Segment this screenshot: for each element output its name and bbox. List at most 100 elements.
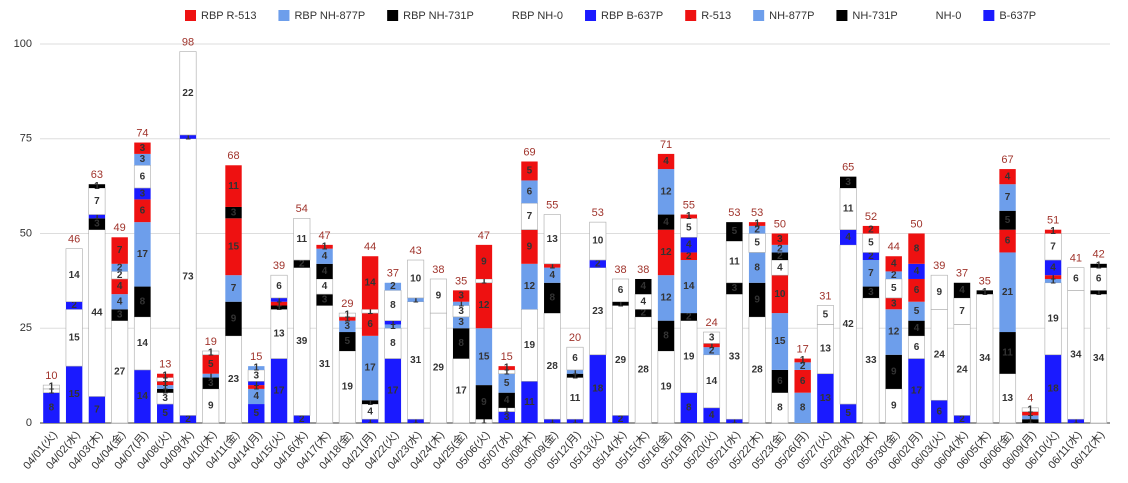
segment-label: 5 xyxy=(686,222,692,233)
segment-label: 3 xyxy=(868,287,874,298)
bar-segment xyxy=(544,419,561,423)
bar-segment xyxy=(862,260,880,287)
segment-label: 18 xyxy=(592,384,604,395)
segment-label: 1 xyxy=(1073,416,1079,427)
legend-label: NH-877P xyxy=(769,10,814,22)
bar-segment xyxy=(475,244,493,279)
total-label: 69 xyxy=(523,146,535,158)
bar-segment xyxy=(361,313,379,336)
segment-label: 13 xyxy=(547,234,559,245)
segment-label: 1 xyxy=(390,317,396,328)
bar-segment xyxy=(88,396,106,423)
total-label: 53 xyxy=(592,207,604,219)
legend-label: RBP NH-731P xyxy=(403,10,474,22)
bar-segment xyxy=(361,335,379,401)
segment-label: 6 xyxy=(1096,274,1102,285)
segment-label: 8 xyxy=(686,402,692,413)
segment-label: 15 xyxy=(228,241,240,252)
segment-label: 27 xyxy=(114,366,126,377)
segment-label: 3 xyxy=(162,393,168,404)
bar-segment xyxy=(816,305,834,325)
segment-label: 4 xyxy=(322,251,328,262)
segment-label: 12 xyxy=(524,281,536,292)
segment-label: 14 xyxy=(137,338,149,349)
bar-segment xyxy=(202,373,219,378)
bar-segment xyxy=(953,282,971,298)
segment-label: 29 xyxy=(615,355,627,366)
segment-label: 5 xyxy=(732,226,738,237)
segment-label: 7 xyxy=(94,196,100,207)
segment-label: 8 xyxy=(914,243,920,254)
total-label: 98 xyxy=(182,36,194,48)
segment-label: 1 xyxy=(1096,260,1102,271)
segment-label: 9 xyxy=(231,313,237,324)
bar-segment xyxy=(384,282,402,291)
total-label: 24 xyxy=(705,317,717,329)
bar-segment xyxy=(976,290,993,295)
segment-label: 73 xyxy=(182,272,194,283)
segment-label: 1 xyxy=(504,363,510,374)
segment-label: 3 xyxy=(140,188,146,199)
bar-segment xyxy=(202,388,220,424)
legend-label: RBP B-637P xyxy=(601,10,663,22)
segment-label: 39 xyxy=(296,336,308,347)
segment-label: 1 xyxy=(162,382,168,393)
total-label: 67 xyxy=(1001,154,1013,166)
bar-segment xyxy=(361,419,379,423)
total-label: 4 xyxy=(1027,393,1033,405)
segment-label: 1 xyxy=(367,397,373,408)
segment-label: 1 xyxy=(162,370,168,381)
bar-segment xyxy=(339,320,356,333)
bar-segment xyxy=(544,267,561,283)
bar-segment xyxy=(771,369,789,393)
bar-segment xyxy=(293,415,311,423)
total-label: 17 xyxy=(797,343,809,355)
segment-label: 8 xyxy=(777,402,783,413)
bar-segment xyxy=(111,278,128,295)
segment-label: 3 xyxy=(345,321,351,332)
total-label: 68 xyxy=(227,150,239,162)
legend-label: NH-731P xyxy=(852,10,897,22)
segment-label: 4 xyxy=(322,281,328,292)
bar-segment xyxy=(429,278,447,314)
legend-swatch xyxy=(495,10,507,21)
segment-label: 6 xyxy=(914,342,920,353)
bar-segment xyxy=(794,369,811,393)
segment-label: 1 xyxy=(481,416,487,427)
segment-label: 1 xyxy=(367,306,373,317)
segment-label: 11 xyxy=(729,257,740,268)
segment-label: 1 xyxy=(49,385,55,396)
segment-label: 3 xyxy=(777,234,783,245)
segment-label: 6 xyxy=(276,281,282,292)
bar-segment xyxy=(65,366,83,423)
segment-label: 2 xyxy=(117,262,123,273)
segment-label: 4 xyxy=(914,266,920,277)
bar-segment xyxy=(794,362,811,370)
bar-segment xyxy=(634,316,652,424)
segment-label: 2 xyxy=(185,414,191,425)
total-label: 71 xyxy=(660,139,672,151)
bar-segment xyxy=(338,312,356,318)
bar-segment xyxy=(680,237,698,253)
bar-segment xyxy=(999,252,1016,333)
segment-label: 3 xyxy=(732,283,738,294)
segment-label: 14 xyxy=(683,281,695,292)
bar-segment xyxy=(407,297,424,302)
segment-label: 2 xyxy=(299,258,305,269)
bar-segment xyxy=(225,301,242,336)
segment-label: 2 xyxy=(754,224,760,235)
segment-label: 17 xyxy=(456,385,468,396)
total-label: 43 xyxy=(410,245,422,257)
segment-label: 15 xyxy=(774,336,786,347)
segment-label: 1 xyxy=(345,310,351,321)
segment-label: 1 xyxy=(504,404,510,415)
bar-segment xyxy=(293,218,311,261)
bar-segment xyxy=(384,358,402,423)
bar-segment xyxy=(771,233,789,245)
segment-label: 22 xyxy=(182,88,194,99)
segment-label: 1 xyxy=(686,211,692,222)
legend-label: R-513 xyxy=(701,10,731,22)
bar-segment xyxy=(839,176,857,189)
bar-segment xyxy=(589,260,606,268)
bar-segment xyxy=(88,229,106,397)
